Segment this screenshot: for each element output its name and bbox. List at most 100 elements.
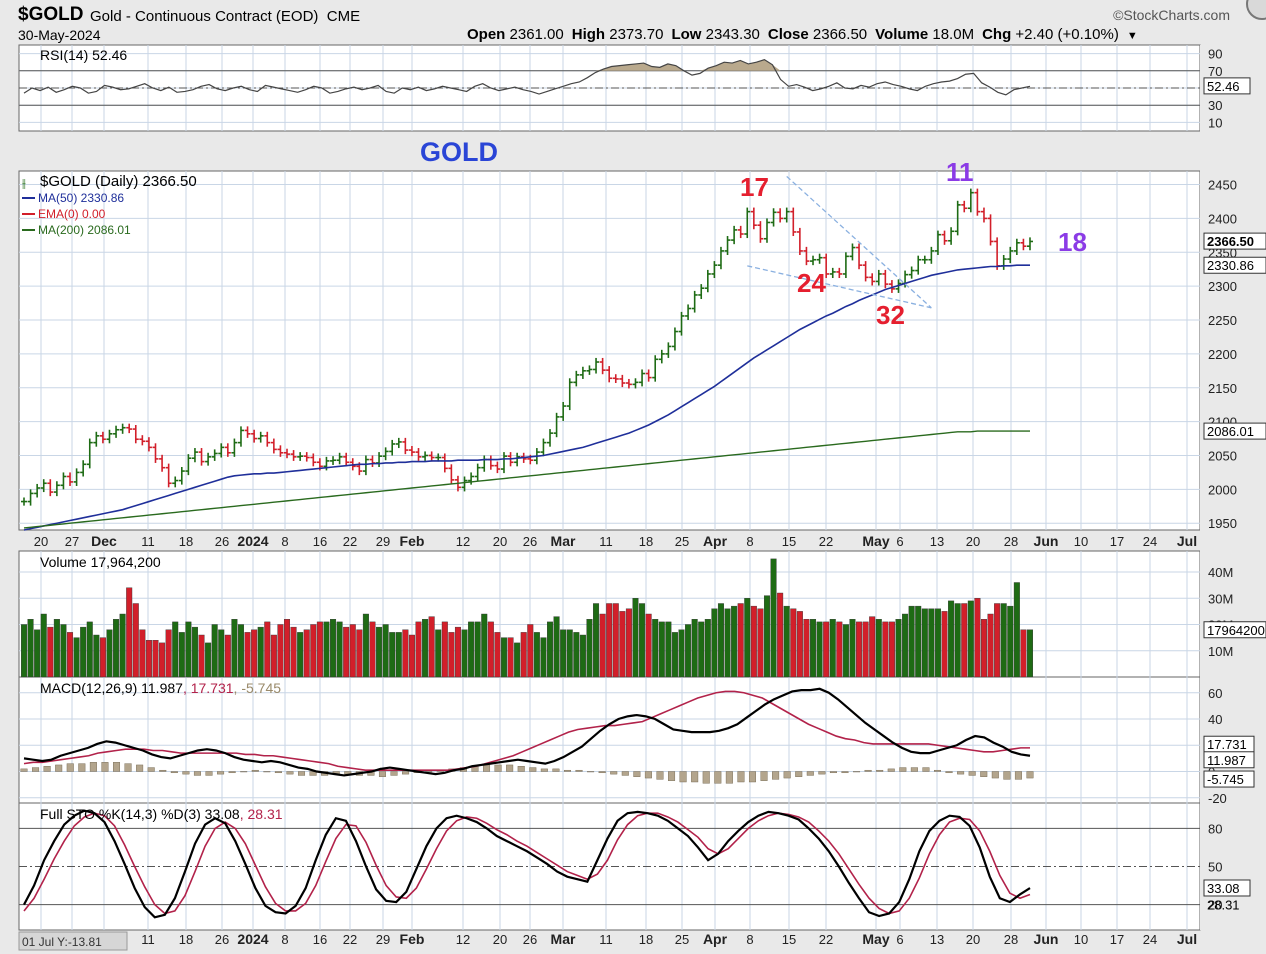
ohlc-label-close: Close xyxy=(767,26,813,43)
x-tick-label-bottom: 8 xyxy=(746,932,753,947)
macd-histogram-bar xyxy=(20,768,28,772)
macd-histogram-bar xyxy=(78,763,86,772)
panel-bg-price xyxy=(18,170,1201,531)
x-tick-label-bottom: 26 xyxy=(523,932,537,947)
macd-histogram-bar xyxy=(691,771,699,783)
macd-histogram-bar xyxy=(43,766,51,772)
volume-bar xyxy=(954,603,961,678)
macd-histogram-bar xyxy=(575,769,583,772)
volume-bar xyxy=(415,621,422,678)
macd-histogram-bar xyxy=(829,771,837,774)
x-tick-label-bottom: Feb xyxy=(400,931,425,947)
volume-bar xyxy=(593,603,600,678)
volume-bar xyxy=(902,613,909,678)
volume-bar xyxy=(790,608,797,678)
x-tick-label: 28 xyxy=(1004,534,1018,549)
macd-histogram-bar xyxy=(483,764,491,772)
ticker-symbol: $GOLD xyxy=(18,4,84,25)
volume-bar xyxy=(941,611,948,678)
x-tick-label-bottom: 10 xyxy=(1074,932,1088,947)
volume-bar xyxy=(382,624,389,678)
volume-bar xyxy=(737,603,744,678)
volume-bar xyxy=(731,605,738,678)
macd-histogram-bar xyxy=(563,769,571,772)
macd-histogram-bar xyxy=(725,771,733,784)
ohlc-value-high: 2373.70 xyxy=(609,26,664,43)
volume-bar xyxy=(823,621,830,678)
x-tick-label-bottom: 13 xyxy=(930,932,944,947)
sto-d-line xyxy=(23,812,1031,915)
x-tick-label: May xyxy=(862,533,889,549)
price-legend-1: MA(50) 2330.86 xyxy=(38,191,124,205)
price-y-tick: 2450 xyxy=(1208,178,1237,193)
x-tick-label: 16 xyxy=(313,534,327,549)
volume-bar xyxy=(99,637,106,678)
volume-bar xyxy=(711,608,718,678)
macd-histogram-bar xyxy=(980,771,988,777)
volume-bar xyxy=(639,603,646,678)
volume-bar xyxy=(349,624,356,678)
volume-bar xyxy=(757,608,764,678)
volume-bar xyxy=(343,626,350,678)
volume-bar xyxy=(704,619,711,678)
price-y-tick: 2400 xyxy=(1208,211,1237,226)
x-tick-label: 12 xyxy=(456,534,470,549)
x-tick-label-bottom: 8 xyxy=(281,932,288,947)
sto-value-box xyxy=(1203,879,1251,897)
x-tick-label: 25 xyxy=(675,534,689,549)
x-tick-label: 2024 xyxy=(237,533,268,549)
macd-histogram-bar xyxy=(228,771,236,774)
volume-bar xyxy=(763,595,770,678)
window-corner-button[interactable] xyxy=(1246,0,1266,20)
volume-bar xyxy=(185,621,192,678)
ohlc-label-open: Open xyxy=(467,26,510,43)
macd-histogram-bar xyxy=(853,771,861,773)
rsi-y-tick: 10 xyxy=(1208,115,1222,130)
cursor-readout: 01 Jul Y:-13.81 xyxy=(22,935,102,949)
x-tick-label: Jul xyxy=(1177,533,1197,549)
volume-bar xyxy=(934,608,941,678)
volume-bar xyxy=(803,619,810,678)
volume-bar xyxy=(974,598,981,678)
macd-histogram-bar xyxy=(702,771,710,784)
volume-bar xyxy=(500,637,507,678)
macd-histogram-bar xyxy=(899,767,907,772)
volume-bar xyxy=(330,619,337,678)
macd-histogram-bar xyxy=(55,764,63,772)
macd-histogram-bar xyxy=(182,771,190,775)
volume-bar xyxy=(842,624,849,678)
bar-icon: ⫲ xyxy=(22,176,26,190)
x-tick-label-bottom: 11 xyxy=(599,932,613,947)
x-tick-label-bottom: 24 xyxy=(1143,932,1157,947)
volume-bar xyxy=(1026,629,1033,678)
exchange-label: CME xyxy=(326,8,361,25)
macd-value-label: 11.987 xyxy=(1207,753,1246,768)
volume-bar xyxy=(376,626,383,678)
volume-bar xyxy=(691,619,698,678)
price-legend-2: EMA(0) 0.00 xyxy=(38,207,106,221)
sto-value-label-2: 28.31 xyxy=(1207,898,1240,913)
macd-histogram-bar xyxy=(286,771,294,775)
x-tick-label: 29 xyxy=(376,534,390,549)
volume-bar xyxy=(829,619,836,678)
volume-bar xyxy=(994,603,1001,678)
volume-bar xyxy=(323,621,330,678)
price-y-tick: 2000 xyxy=(1208,482,1237,497)
volume-bar xyxy=(119,613,126,678)
macd-histogram-bar xyxy=(864,769,872,772)
volume-bar xyxy=(237,624,244,678)
volume-bar xyxy=(1013,582,1020,678)
volume-bar xyxy=(172,621,179,678)
volume-bar xyxy=(67,632,74,678)
macd-histogram-bar xyxy=(679,771,687,783)
volume-bar xyxy=(744,598,751,678)
sto-y-tick: 50 xyxy=(1208,860,1222,875)
volume-y-tick: 40M xyxy=(1208,565,1233,580)
x-tick-label-bottom: 18 xyxy=(639,932,653,947)
annotation-24: 24 xyxy=(797,268,826,298)
macd-y-tick: 60 xyxy=(1208,686,1222,701)
macd-histogram-bar xyxy=(263,771,271,773)
ma50-line xyxy=(23,264,1030,531)
ohlc-value-open: 2361.00 xyxy=(509,26,564,43)
